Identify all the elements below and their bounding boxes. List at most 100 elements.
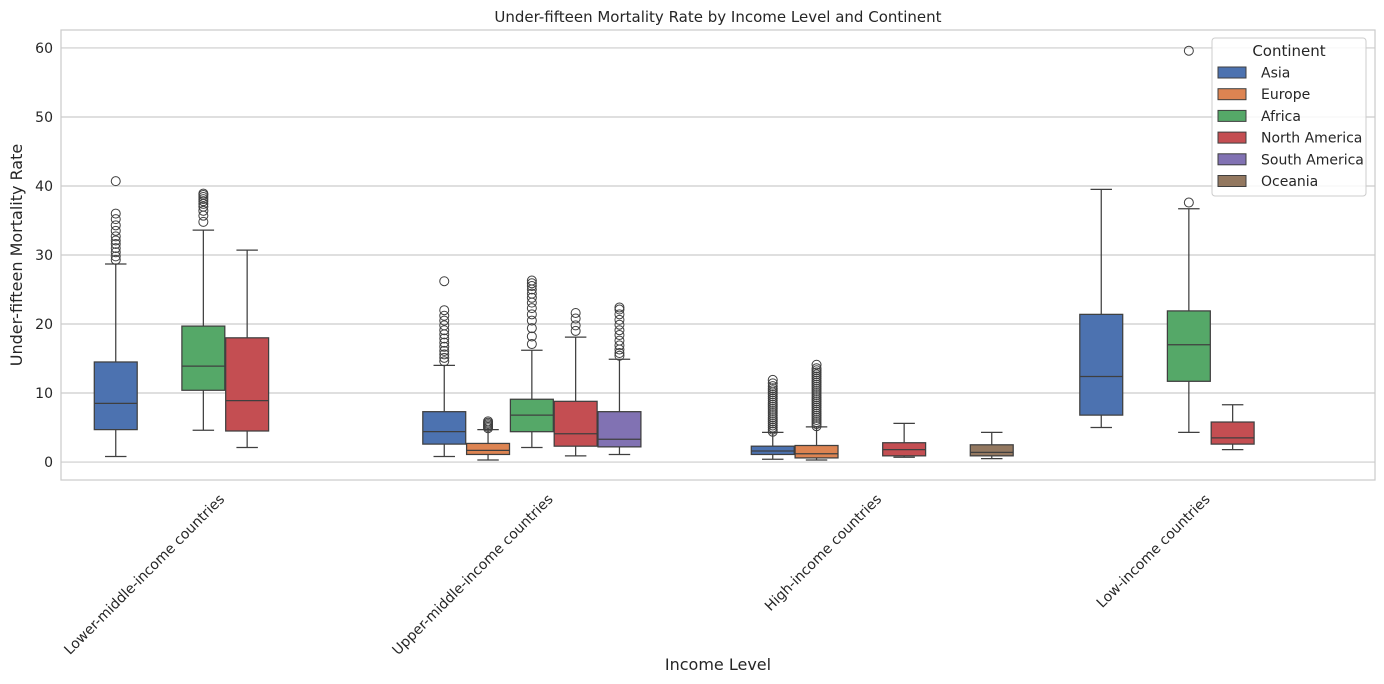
legend-label: Africa — [1261, 109, 1301, 125]
legend-label: Europe — [1261, 87, 1310, 103]
y-tick-label: 10 — [35, 386, 53, 402]
outlier-point — [614, 348, 625, 359]
box-iqr — [93, 361, 138, 431]
outlier-point — [439, 310, 450, 321]
outlier-point — [767, 381, 778, 392]
legend-swatch — [1217, 153, 1247, 166]
box-iqr — [181, 325, 226, 391]
y-tick-label: 0 — [44, 455, 53, 471]
outlier-point — [570, 307, 581, 318]
box-iqr — [1079, 313, 1124, 416]
legend-label: Asia — [1261, 66, 1290, 82]
outlier-point — [439, 320, 450, 331]
y-tick-label: 30 — [35, 248, 53, 264]
outlier-point — [110, 238, 121, 249]
outlier-point — [614, 330, 625, 341]
y-tick-label: 20 — [35, 317, 53, 333]
box-asia — [93, 176, 138, 458]
outlier-point — [439, 333, 450, 344]
box-oceania — [969, 431, 1014, 460]
outlier-point — [526, 331, 537, 342]
outlier-point — [614, 340, 625, 351]
outlier-point — [526, 275, 537, 286]
outlier-point — [1183, 45, 1194, 56]
outlier-point — [614, 335, 625, 346]
box-iqr — [794, 444, 839, 459]
outlier-point — [110, 176, 121, 187]
box-iqr — [553, 400, 598, 447]
legend-item: Africa — [1217, 109, 1301, 125]
outlier-point — [526, 323, 537, 334]
box-iqr — [422, 411, 467, 445]
outlier-point — [110, 247, 121, 258]
box-africa — [1166, 45, 1211, 434]
outlier-point — [110, 235, 121, 246]
chart-title: Under-fifteen Mortality Rate by Income L… — [494, 8, 941, 26]
legend-swatch — [1217, 131, 1247, 144]
outlier-point — [614, 309, 625, 320]
box-iqr — [225, 337, 270, 432]
box-south-america — [597, 302, 642, 456]
outlier-point — [110, 231, 121, 242]
legend-swatch — [1217, 175, 1247, 187]
outlier-point — [198, 188, 209, 199]
box-iqr — [969, 444, 1014, 457]
y-tick-label: 40 — [35, 179, 53, 195]
legend-label: South America — [1261, 152, 1364, 168]
outlier-point — [483, 416, 494, 427]
outlier-point — [570, 313, 581, 324]
outlier-point — [526, 339, 537, 350]
outlier-point — [526, 288, 537, 299]
outlier-point — [110, 225, 121, 236]
outlier-point — [439, 325, 450, 336]
outlier-point — [439, 349, 450, 360]
outlier-point — [526, 292, 537, 303]
legend: Continent Asia Europe Africa North America So… — [1211, 37, 1367, 197]
outlier-point — [811, 359, 822, 370]
legend-item: North America — [1217, 131, 1362, 147]
outlier-point — [767, 374, 778, 385]
outlier-point — [110, 251, 121, 262]
outlier-point — [439, 352, 450, 363]
outlier-point — [526, 303, 537, 314]
legend-item: South America — [1217, 152, 1364, 168]
legend-label: Oceania — [1261, 174, 1318, 190]
outlier-point — [198, 205, 209, 216]
box-iqr — [465, 442, 511, 456]
box-iqr — [750, 445, 795, 456]
outlier-point — [526, 309, 537, 320]
outlier-point — [614, 319, 625, 330]
box-europe — [465, 416, 511, 461]
legend-swatch — [1217, 66, 1247, 79]
outlier-point — [439, 276, 450, 287]
legend-item: Oceania — [1217, 174, 1318, 190]
legend-title: Continent — [1252, 42, 1325, 60]
outlier-point — [767, 378, 778, 389]
outlier-point — [614, 314, 625, 325]
outlier-point — [439, 356, 450, 367]
box-north-america — [225, 249, 270, 449]
y-tick-label: 50 — [35, 110, 53, 126]
legend-item: Asia — [1217, 66, 1290, 82]
outlier-point — [614, 325, 625, 336]
outlier-point — [570, 320, 581, 331]
box-iqr — [1210, 421, 1255, 445]
outlier-point — [614, 302, 625, 313]
outlier-point — [439, 337, 450, 348]
outlier-point — [110, 254, 121, 265]
x-axis-label: Income Level — [665, 655, 771, 674]
y-gridlines — [61, 47, 1375, 463]
box-series — [93, 45, 1255, 461]
outlier-point — [439, 341, 450, 352]
outlier-point — [614, 350, 625, 361]
outlier-point — [811, 363, 822, 374]
box-asia — [750, 374, 795, 460]
y-tick-label: 60 — [35, 41, 53, 57]
outlier-point — [1183, 197, 1194, 208]
outlier-point — [570, 325, 581, 336]
box-asia — [1079, 188, 1124, 429]
outlier-point — [439, 345, 450, 356]
legend-swatch — [1217, 109, 1247, 122]
box-north-america — [1210, 404, 1255, 451]
